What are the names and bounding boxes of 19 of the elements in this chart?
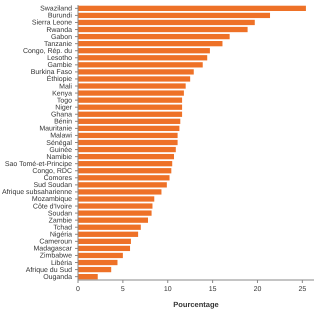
bar <box>78 266 112 272</box>
bar <box>78 196 154 202</box>
bar <box>78 140 178 146</box>
bar <box>78 203 152 209</box>
bar <box>78 20 255 26</box>
bar <box>78 146 176 152</box>
bar <box>78 26 248 32</box>
bar <box>78 260 118 266</box>
bar <box>78 90 184 96</box>
bar <box>78 252 123 258</box>
bar <box>78 132 178 138</box>
bar <box>78 12 270 18</box>
bar <box>78 83 186 89</box>
bar <box>78 246 130 252</box>
bar <box>78 189 162 195</box>
bar <box>78 274 98 280</box>
bar <box>78 6 306 11</box>
bar <box>78 76 190 82</box>
bar <box>78 34 230 40</box>
